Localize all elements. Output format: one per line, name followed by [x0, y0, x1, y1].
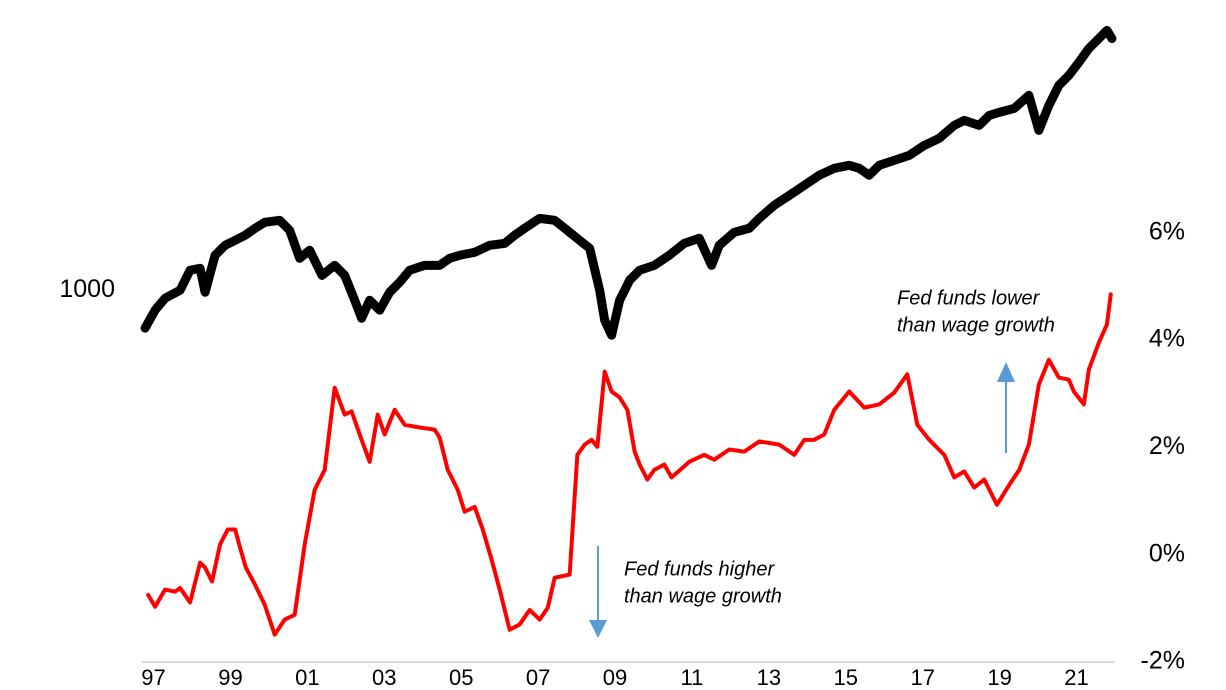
series-line	[146, 292, 1113, 637]
x-tick-label: 17	[910, 665, 934, 690]
y2-tick-label: 6%	[1149, 217, 1185, 245]
y2-tick-label: 0%	[1149, 539, 1185, 567]
x-tick-label: 07	[526, 665, 550, 690]
x-tick-label: 05	[449, 665, 473, 690]
x-tick-label: 01	[295, 665, 319, 690]
y2-tick-label: 2%	[1149, 432, 1185, 460]
x-tick-label: 13	[757, 665, 781, 690]
x-tick-label: 03	[372, 665, 396, 690]
annotation-line: Fed funds lower	[897, 287, 1041, 309]
x-tick-label: 19	[987, 665, 1011, 690]
arrow-down-head	[589, 620, 607, 638]
x-tick-label: 99	[218, 665, 242, 690]
series-line	[140, 25, 1117, 340]
y-tick-label: 1000	[59, 275, 115, 303]
x-tick-label: 09	[603, 665, 627, 690]
annotation-line: than wage growth	[624, 585, 782, 607]
x-tick-label: 21	[1064, 665, 1088, 690]
y2-tick-label: 4%	[1149, 325, 1185, 353]
x-tick-label: 97	[141, 665, 165, 690]
y2-tick-label: -2%	[1141, 647, 1185, 675]
x-tick-label: 11	[681, 665, 704, 690]
x-tick-label: 15	[834, 665, 858, 690]
annotation-line: Fed funds higher	[624, 558, 775, 580]
arrow-up-head	[997, 362, 1015, 382]
annotation-line: than wage growth	[897, 314, 1055, 336]
